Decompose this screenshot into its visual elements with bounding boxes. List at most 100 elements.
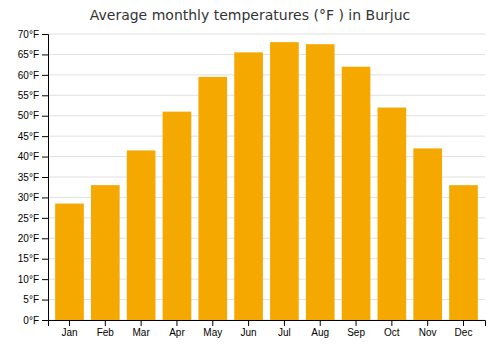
y-tick-label: 65°F <box>18 49 39 60</box>
y-tick-mark <box>42 136 48 137</box>
x-tick: Jul <box>278 320 291 338</box>
x-axis: Jan Feb Mar Apr May Jun Jul Aug Sep Oct Nov Dec <box>49 320 486 338</box>
x-tick-mark <box>427 320 428 326</box>
y-axis-line <box>42 35 49 321</box>
y-tick-label: 15°F <box>18 253 39 264</box>
y-tick-mark <box>42 279 48 280</box>
x-tick: Feb <box>97 320 115 338</box>
x-tick-mark <box>141 320 142 326</box>
y-tick-label: 30°F <box>18 192 39 203</box>
chart-container: Average monthly temperatures (°F ) in Bu… <box>0 0 500 350</box>
bar <box>306 44 335 320</box>
x-tick-label: May <box>203 327 222 338</box>
x-tick: Nov <box>419 320 437 338</box>
y-tick-label: 40°F <box>18 151 39 162</box>
bar <box>198 77 227 320</box>
x-tick-mark <box>463 320 464 326</box>
x-tick-mark <box>176 320 177 326</box>
bar <box>270 42 299 320</box>
bars <box>55 42 478 320</box>
x-tick: Aug <box>311 320 329 338</box>
y-tick-label: 55°F <box>18 90 39 101</box>
y-tick-mark <box>42 320 48 321</box>
bar <box>413 148 442 320</box>
bar <box>342 67 371 320</box>
y-tick-mark <box>42 218 48 219</box>
y-tick-mark <box>42 197 48 198</box>
x-tick-label: Mar <box>133 327 151 338</box>
y-tick-mark <box>42 157 48 158</box>
x-tick-label: Jun <box>241 327 257 338</box>
x-tick-mark <box>69 320 70 326</box>
y-tick: 10°F <box>18 274 48 285</box>
grid-line <box>48 54 485 55</box>
y-tick-label: 10°F <box>18 274 39 285</box>
x-tick: Apr <box>169 320 185 338</box>
x-tick-label: Jul <box>278 327 291 338</box>
y-tick: 15°F <box>18 253 48 264</box>
bar <box>91 185 120 320</box>
y-tick: 25°F <box>18 213 48 224</box>
y-tick-mark <box>42 75 48 76</box>
y-tick-mark <box>42 34 48 35</box>
y-tick-label: 60°F <box>18 70 39 81</box>
grid-line <box>48 34 485 35</box>
x-tick: Sep <box>347 320 365 338</box>
y-tick: 50°F <box>18 110 48 121</box>
y-tick: 40°F <box>18 151 48 162</box>
y-axis: 0°F 5°F 10°F 15°F 20°F 25°F 30°F 35°F 40°F 45°F 50… <box>18 29 49 326</box>
y-tick: 20°F <box>18 233 48 244</box>
y-tick-label: 50°F <box>18 110 39 121</box>
x-tick-mark <box>212 320 213 326</box>
bar <box>378 108 407 320</box>
x-tick-mark <box>391 320 392 326</box>
y-tick-label: 5°F <box>23 294 39 305</box>
x-tick-label: Sep <box>347 327 365 338</box>
x-tick: May <box>203 320 222 338</box>
y-tick-label: 35°F <box>18 172 39 183</box>
y-tick: 60°F <box>18 70 48 81</box>
grid-line <box>48 95 485 96</box>
y-tick: 0°F <box>23 315 48 326</box>
chart-svg: Average monthly temperatures (°F ) in Bu… <box>0 0 500 350</box>
x-tick-mark <box>105 320 106 326</box>
y-tick-label: 70°F <box>18 29 39 40</box>
bar <box>127 150 156 320</box>
grid <box>48 34 485 320</box>
y-tick: 45°F <box>18 131 48 142</box>
x-tick-label: Oct <box>384 327 400 338</box>
x-tick: Jun <box>241 320 257 338</box>
y-tick-mark <box>42 300 48 301</box>
x-tick-label: Feb <box>97 327 115 338</box>
x-tick-mark <box>248 320 249 326</box>
y-tick: 30°F <box>18 192 48 203</box>
y-tick-label: 0°F <box>23 315 39 326</box>
y-tick: 65°F <box>18 49 48 60</box>
x-tick: Mar <box>133 320 151 338</box>
y-tick-mark <box>42 238 48 239</box>
y-tick: 70°F <box>18 29 48 40</box>
y-tick-mark <box>42 95 48 96</box>
y-tick: 5°F <box>23 294 48 305</box>
chart-title: Average monthly temperatures (°F ) in Bu… <box>90 7 411 23</box>
bar <box>449 185 478 320</box>
x-tick-label: Aug <box>311 327 329 338</box>
bar <box>55 204 84 320</box>
y-tick-mark <box>42 177 48 178</box>
y-tick-label: 20°F <box>18 233 39 244</box>
x-tick: Jan <box>61 320 77 338</box>
bar <box>234 52 263 320</box>
bar <box>163 112 192 320</box>
y-tick-mark <box>42 259 48 260</box>
grid-line <box>48 136 485 137</box>
x-axis-line <box>49 321 486 327</box>
x-tick: Dec <box>455 320 473 338</box>
y-tick-label: 45°F <box>18 131 39 142</box>
x-tick-label: Apr <box>169 327 185 338</box>
plot-area: 0°F 5°F 10°F 15°F 20°F 25°F 30°F 35°F 40°F 45°F 50… <box>18 29 486 338</box>
x-tick-mark <box>320 320 321 326</box>
y-tick-mark <box>42 54 48 55</box>
y-tick-mark <box>42 116 48 117</box>
grid-line <box>48 115 485 116</box>
x-tick-label: Dec <box>455 327 473 338</box>
